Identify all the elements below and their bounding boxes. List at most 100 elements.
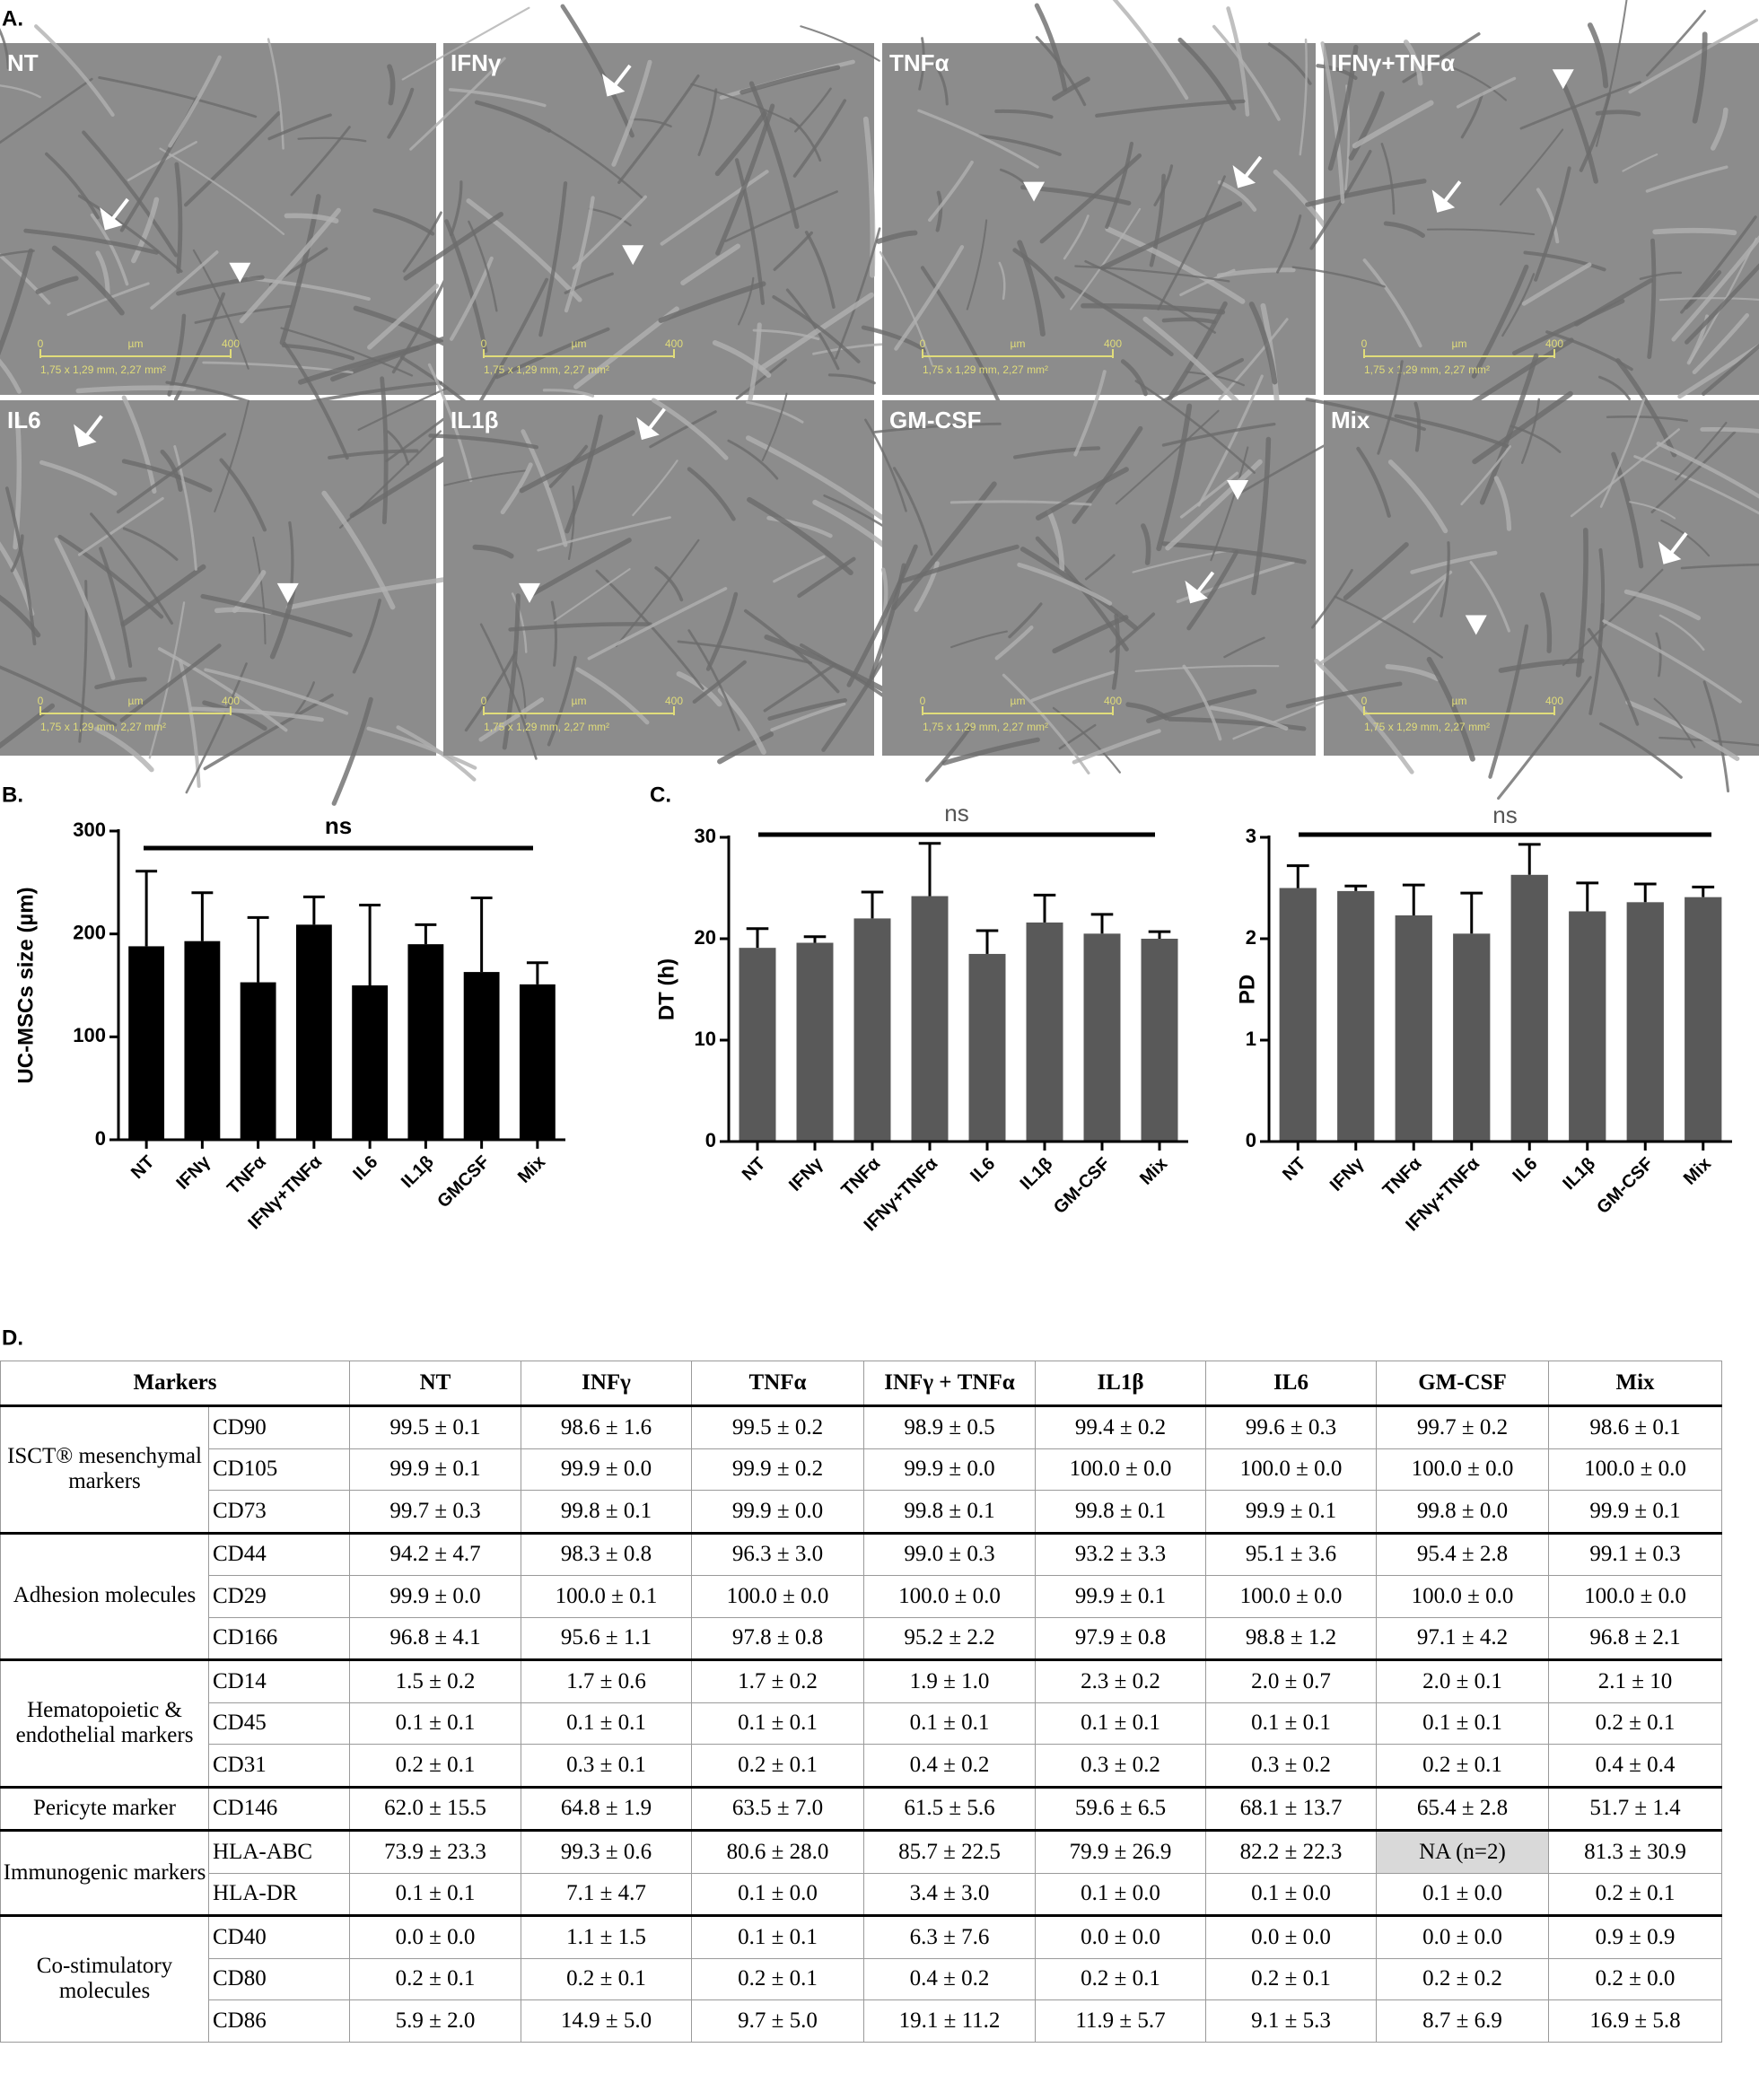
cell [285, 577, 447, 610]
cell [1479, 353, 1539, 505]
cell [508, 622, 652, 632]
cell [1469, 561, 1510, 633]
cell [714, 110, 767, 177]
value-cell: 97.9 ± 0.8 [1035, 1616, 1206, 1660]
y-tick-label: 300 [73, 818, 106, 841]
value-cell: 99.6 ± 0.3 [1205, 1404, 1377, 1449]
cell [0, 77, 93, 144]
cell [611, 59, 652, 167]
arrow-marker [1185, 571, 1215, 604]
cell [1595, 109, 1641, 117]
cell [747, 496, 853, 576]
bar [911, 896, 949, 1142]
value-cell: 99.7 ± 0.3 [349, 1490, 521, 1534]
cell [1499, 128, 1564, 206]
cell [1645, 165, 1728, 193]
cell [1587, 22, 1609, 89]
value-cell: 98.6 ± 0.1 [1548, 1404, 1722, 1449]
scale-unit: µm [572, 337, 587, 350]
y-tick-label: 0 [95, 1127, 106, 1150]
cell [914, 561, 940, 613]
value-cell: 99.9 ± 0.1 [349, 1448, 521, 1491]
value-cell: 0.4 ± 0.2 [863, 1744, 1036, 1788]
cell [977, 134, 1062, 156]
scale-unit: µm [1452, 337, 1467, 350]
value-cell: 99.4 ± 0.2 [1035, 1404, 1206, 1449]
cell [1167, 716, 1307, 731]
cell [239, 207, 341, 324]
value-cell: 0.1 ± 0.0 [1376, 1872, 1549, 1916]
cell [1660, 519, 1711, 557]
cell [617, 74, 700, 184]
value-cell: 99.8 ± 0.0 [1376, 1490, 1549, 1534]
cell [1602, 619, 1742, 704]
cell [1413, 576, 1448, 624]
cell [564, 272, 614, 294]
value-cell: 51.7 ± 1.4 [1548, 1785, 1722, 1831]
cell [0, 28, 10, 70]
cell [1700, 426, 1759, 433]
cell [1410, 550, 1498, 574]
cell [35, 276, 79, 294]
value-cell: 2.0 ± 0.7 [1205, 1658, 1377, 1703]
cell [1652, 227, 1737, 236]
table-row: CD86 5.9 ± 2.0 14.9 ± 5.0 9.7 ± 5.0 19.1 ± 1… [1, 1999, 1722, 2043]
cell [478, 277, 548, 404]
significance-label: ns [1492, 801, 1517, 828]
value-cell: 93.2 ± 3.3 [1035, 1531, 1206, 1576]
value-cell: 99.9 ± 0.0 [349, 1575, 521, 1618]
value-cell: 99.9 ± 0.2 [691, 1448, 864, 1491]
marker-cell: CD80 [208, 1957, 350, 2000]
value-cell: 0.2 ± 0.2 [1376, 1957, 1549, 2000]
cell [98, 76, 258, 118]
value-cell: 19.1 ± 11.2 [863, 1999, 1036, 2043]
value-cell: 100.0 ± 0.0 [1376, 1448, 1549, 1491]
scale-unit: µm [128, 695, 144, 707]
cell [1523, 250, 1606, 272]
value-cell: 99.8 ± 0.1 [863, 1490, 1036, 1534]
scale-start: 0 [38, 695, 44, 707]
cell [1498, 658, 1585, 673]
cell [427, 363, 473, 483]
cell [521, 429, 568, 547]
value-cell: 100.0 ± 0.0 [1205, 1448, 1377, 1491]
cell [281, 343, 355, 361]
micrograph: NT 0 µm 400 1,75 x 1,29 mm, 2,27 mm² [0, 24, 475, 405]
cell [511, 592, 528, 653]
value-cell: 99.5 ± 0.1 [349, 1404, 521, 1449]
cell [827, 373, 876, 385]
arrow-marker [601, 64, 632, 97]
value-cell: 1.9 ± 1.0 [863, 1658, 1036, 1703]
cell [1285, 681, 1403, 709]
arrowhead-marker [1227, 480, 1249, 500]
bar [184, 941, 221, 1140]
cell [10, 534, 24, 573]
table-row: Immunogenic markers HLA-ABC 73.9 ± 23.3 99.… [0, 1829, 1722, 1916]
cell [1095, 99, 1246, 118]
cell [1501, 273, 1536, 337]
marker-cell: CD86 [208, 1999, 350, 2043]
scale-dimensions: 1,75 x 1,29 mm, 2,27 mm² [1364, 363, 1490, 376]
arrow-marker [100, 197, 129, 231]
cell [861, 325, 928, 353]
x-tick-label: TNFα [223, 1151, 270, 1198]
value-cell: 73.9 ± 23.3 [349, 1829, 521, 1874]
value-cell: 0.1 ± 0.0 [1035, 1872, 1206, 1916]
cell [1362, 258, 1422, 348]
value-cell: 0.1 ± 0.1 [349, 1702, 521, 1745]
arrowhead-marker [1023, 181, 1046, 202]
cell [567, 486, 575, 560]
group-cell: Hematopoietic & endothelial markers [0, 1658, 209, 1788]
cell [690, 83, 800, 127]
cell [122, 527, 179, 561]
scale-unit: µm [1452, 695, 1467, 707]
value-cell: 0.2 ± 0.1 [1035, 1957, 1206, 2000]
x-tick-label: NT [1279, 1154, 1309, 1185]
cell [450, 180, 463, 237]
cell [150, 250, 219, 311]
cell [789, 117, 822, 162]
cell [367, 283, 440, 350]
cell [763, 662, 837, 713]
value-cell: 0.3 ± 0.2 [1205, 1744, 1377, 1788]
cell [920, 266, 1004, 410]
